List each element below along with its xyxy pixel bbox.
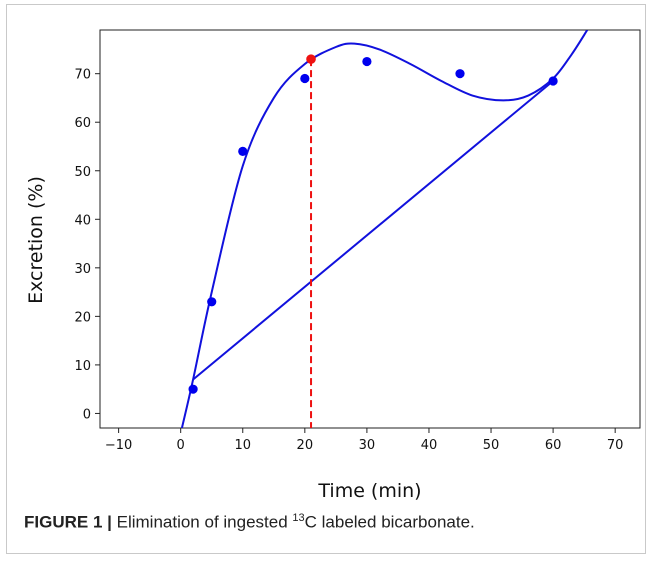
x-tick-label: 0 xyxy=(177,438,185,453)
x-tick-label: −10 xyxy=(105,438,132,453)
highlight-point xyxy=(306,54,316,64)
y-tick-label: 20 xyxy=(74,310,91,325)
data-point xyxy=(238,146,248,156)
chart: −10 0 10 20 30 40 50 60 70 0 10 20 30 40 50 60 70 Time (… xyxy=(25,29,641,502)
caption-text-after: C labeled bicarbonate. xyxy=(304,512,475,532)
data-point xyxy=(455,69,465,79)
caption-label: FIGURE 1 | xyxy=(24,512,112,532)
secant-line xyxy=(192,80,554,381)
y-tick-label: 10 xyxy=(74,359,91,374)
data-point xyxy=(362,56,372,67)
caption-text-before: Elimination of ingested xyxy=(111,512,293,532)
data-point xyxy=(300,73,310,84)
x-tick-label: 10 xyxy=(234,438,251,453)
x-tick-label: 40 xyxy=(421,438,438,453)
y-tick-label: 70 xyxy=(74,68,91,83)
plot-area xyxy=(99,29,641,429)
x-tick-label: 70 xyxy=(607,438,624,453)
y-tick-label: 0 xyxy=(83,407,91,422)
x-tick-label: 60 xyxy=(545,438,562,453)
x-axis-label: Time (min) xyxy=(317,480,421,502)
caption-superscript: 13 xyxy=(292,512,305,524)
x-tick-label: 30 xyxy=(359,438,376,453)
tick-group: −10 0 10 20 30 40 50 60 70 0 10 20 30 40 50 60 70 xyxy=(74,68,623,453)
y-tick-label: 50 xyxy=(74,165,91,180)
y-axis-label: Excretion (%) xyxy=(25,176,47,304)
figure-caption: FIGURE 1 | Elimination of ingested 13C l… xyxy=(24,512,644,533)
data-point xyxy=(188,384,198,394)
y-tick-label: 30 xyxy=(74,262,91,277)
fit-curve xyxy=(180,30,589,428)
x-tick-label: 20 xyxy=(297,438,314,453)
y-tick-label: 40 xyxy=(74,213,91,228)
data-point xyxy=(207,297,217,307)
data-point xyxy=(548,76,558,86)
x-tick-label: 50 xyxy=(483,438,500,453)
series-group xyxy=(180,30,589,428)
y-tick-label: 60 xyxy=(74,116,91,131)
